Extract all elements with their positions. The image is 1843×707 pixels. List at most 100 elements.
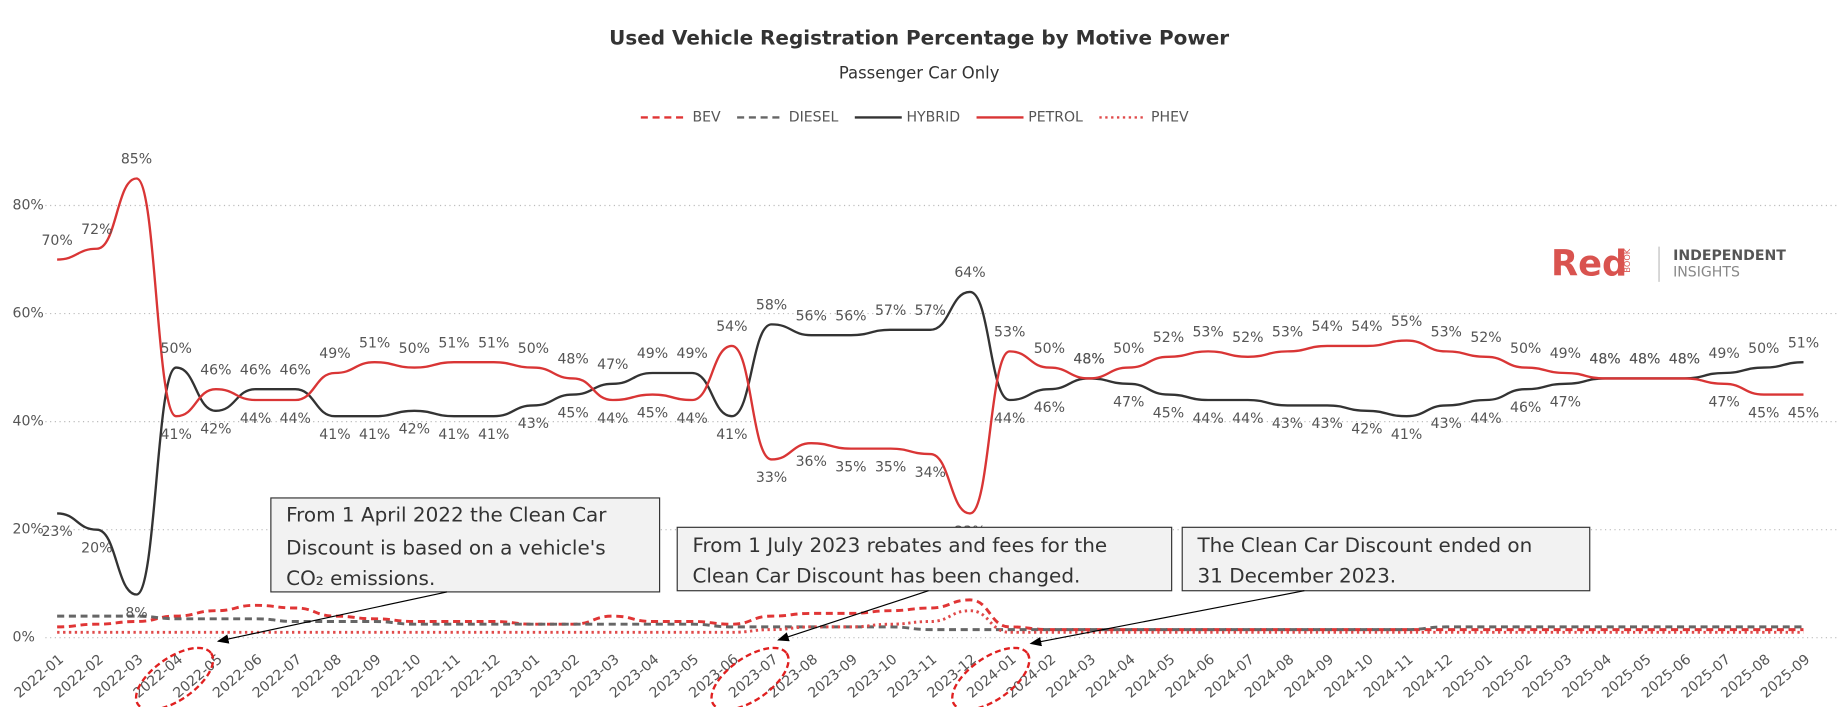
- data-label: 54%: [1312, 319, 1343, 335]
- annotation-box: [1181, 526, 1591, 592]
- data-label: 49%: [319, 346, 350, 362]
- data-label: 56%: [796, 308, 827, 324]
- data-label: 41%: [359, 427, 390, 443]
- data-label: 64%: [954, 265, 985, 281]
- y-tick-label: 60%: [13, 306, 44, 322]
- annotation-text: From 1 April 2022 the Clean Car: [286, 502, 607, 526]
- data-label: 35%: [875, 459, 906, 475]
- data-label: 54%: [1351, 319, 1382, 335]
- annotation-text: Clean Car Discount has been changed.: [692, 564, 1080, 588]
- data-label: 46%: [280, 362, 311, 378]
- legend-label: HYBRID: [906, 109, 960, 125]
- data-label: 49%: [1550, 346, 1581, 362]
- data-label: 46%: [200, 362, 231, 378]
- data-label: 48%: [1589, 352, 1620, 368]
- data-label: 43%: [518, 416, 549, 432]
- data-label: 54%: [716, 319, 747, 335]
- data-label: 53%: [1272, 325, 1303, 341]
- data-label: 48%: [1669, 352, 1700, 368]
- data-label: 44%: [677, 411, 708, 427]
- annotation-box: [270, 497, 661, 593]
- data-label: 20%: [81, 540, 112, 556]
- legend-item: BEV: [640, 109, 721, 125]
- data-label: 52%: [1232, 330, 1263, 346]
- data-label: 47%: [597, 357, 628, 373]
- annotation-text: 31 December 2023.: [1197, 564, 1396, 588]
- data-label: 45%: [637, 405, 668, 421]
- chart-title: Used Vehicle Registration Percentage by …: [609, 25, 1229, 49]
- data-label: 23%: [41, 524, 72, 540]
- data-label: 41%: [161, 427, 192, 443]
- data-label: 57%: [875, 303, 906, 319]
- data-label: 35%: [835, 459, 866, 475]
- logo: Red BOOK INDEPENDENT INSIGHTS: [1551, 243, 1786, 284]
- data-label: 48%: [1589, 352, 1620, 368]
- data-label: 46%: [1510, 400, 1541, 416]
- data-label: 34%: [915, 465, 946, 481]
- data-label: 41%: [319, 427, 350, 443]
- data-label: 72%: [81, 222, 112, 238]
- y-tick-label: 0%: [13, 630, 35, 646]
- data-label: 48%: [1629, 352, 1660, 368]
- annotation-box: [676, 526, 1173, 592]
- data-label: 47%: [1708, 395, 1739, 411]
- data-label: 51%: [478, 335, 509, 351]
- data-label: 8%: [125, 605, 147, 621]
- data-label: 45%: [557, 405, 588, 421]
- data-label: 44%: [1232, 411, 1263, 427]
- data-label: 41%: [716, 427, 747, 443]
- data-label: 41%: [438, 427, 469, 443]
- data-label: 41%: [1391, 427, 1422, 443]
- data-label: 43%: [1312, 416, 1343, 432]
- data-label: 43%: [1272, 416, 1303, 432]
- data-label: 50%: [161, 341, 192, 357]
- data-label: 44%: [240, 411, 271, 427]
- data-label: 49%: [637, 346, 668, 362]
- data-label: 51%: [438, 335, 469, 351]
- data-label: 45%: [1153, 405, 1184, 421]
- y-tick-label: 80%: [13, 198, 44, 214]
- data-label: 49%: [1708, 346, 1739, 362]
- logo-brand: Red: [1551, 243, 1627, 284]
- highlight-circle: [710, 646, 790, 707]
- data-label: 48%: [557, 352, 588, 368]
- data-label: 51%: [359, 335, 390, 351]
- annotation-text: CO₂ emissions.: [286, 566, 435, 590]
- data-label: 42%: [399, 422, 430, 438]
- data-label: 57%: [915, 303, 946, 319]
- legend-label: PHEV: [1151, 109, 1189, 125]
- data-label: 41%: [478, 427, 509, 443]
- data-label: 50%: [518, 341, 549, 357]
- logo-tagline: INDEPENDENT: [1673, 248, 1786, 264]
- series-line: [57, 290, 1804, 596]
- data-label: 43%: [1431, 416, 1462, 432]
- data-label: 53%: [1192, 325, 1223, 341]
- data-label: 48%: [1073, 352, 1104, 368]
- data-label: 50%: [1748, 341, 1779, 357]
- series-line: [57, 614, 1804, 632]
- annotations: From 1 April 2022 the Clean Car Discount…: [134, 497, 1591, 707]
- data-label: 51%: [1788, 335, 1819, 351]
- data-label: 58%: [756, 298, 787, 314]
- y-tick-label: 40%: [13, 414, 44, 430]
- plot: 0%20%40%60%80%2022-012022-022022-032022-…: [12, 109, 1839, 702]
- logo-tagline: INSIGHTS: [1673, 264, 1740, 280]
- data-label: 46%: [240, 362, 271, 378]
- series-line: [57, 598, 1804, 632]
- data-label: 45%: [1748, 405, 1779, 421]
- legend-item: PHEV: [1099, 109, 1189, 125]
- data-label: 44%: [1470, 411, 1501, 427]
- highlight-circle: [951, 646, 1031, 707]
- data-label: 50%: [1510, 341, 1541, 357]
- data-label: 44%: [1192, 411, 1223, 427]
- annotation-arrow: [216, 591, 448, 644]
- data-label: 36%: [796, 454, 827, 470]
- data-label: 55%: [1391, 314, 1422, 330]
- data-label: 42%: [1351, 422, 1382, 438]
- legend-item: HYBRID: [854, 109, 960, 125]
- data-label: 85%: [121, 152, 152, 168]
- legend-label: DIESEL: [789, 109, 839, 125]
- logo-brand-small: BOOK: [1622, 248, 1632, 272]
- data-label: 70%: [41, 233, 72, 249]
